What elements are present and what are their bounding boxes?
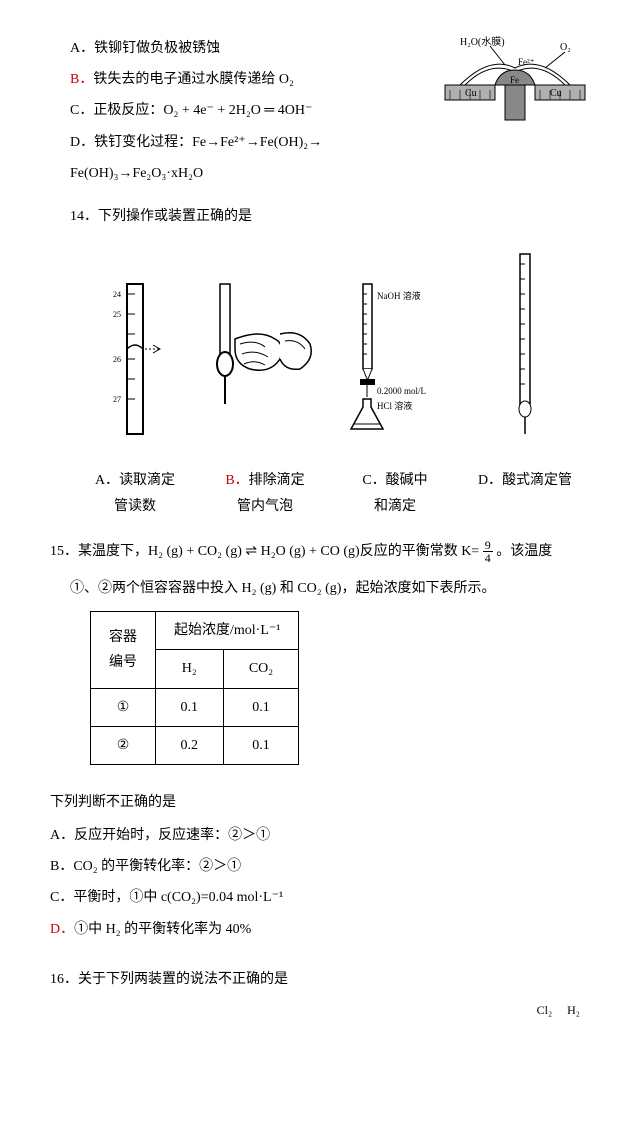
option-text: ①中 H₂ 的平衡转化率为 40%: [74, 922, 251, 937]
table-row: ① 0.1 0.1: [91, 688, 299, 726]
option-text-cont: Fe(OH)₃→Fe₂O₃·xH₂O: [70, 166, 203, 181]
table-header-conc: 起始浓度/mol·L⁻¹: [156, 612, 299, 650]
table-col-co2: CO₂: [223, 650, 299, 688]
diagram-c: NaOH 溶液 0.2000 mol/L HCl 溶液: [330, 279, 460, 448]
question-text: 下列操作或装置正确的是: [98, 209, 252, 224]
fe-label: Fe: [510, 75, 519, 85]
q15-table: 容器 编号 起始浓度/mol·L⁻¹ H₂ CO₂ ① 0.1 0.1 ② 0.…: [90, 611, 299, 765]
q13-option-d-line2: Fe(OH)₃→Fe₂O₃·xH₂O: [50, 161, 590, 186]
q14-stem: 14．下列操作或装置正确的是: [50, 204, 590, 229]
question-number: 15．: [50, 544, 78, 559]
question-text: 关于下列两装置的说法不正确的是: [78, 972, 288, 987]
table-cell: 0.1: [156, 688, 224, 726]
water-label: H₂O(水膜): [460, 36, 505, 48]
q14-diagrams: 24 25 26 27: [50, 249, 590, 448]
frac-denominator: 4: [483, 552, 493, 564]
footer-labels: Cl₂ H₂: [50, 1000, 590, 1022]
option-prefix: D．: [70, 135, 94, 150]
stem-part1: 某温度下，H₂ (g) + CO₂ (g) ⇌ H₂O (g) + CO (g)…: [78, 544, 483, 559]
cu-right-label: Cu: [550, 88, 562, 99]
hcl-conc-label: 0.2000 mol/L: [377, 386, 426, 396]
option-text: 铁失去的电子通过水膜传递给 O₂: [93, 72, 294, 87]
option-prefix: C．: [50, 890, 73, 905]
q15-option-a: A．反应开始时，反应速率：②＞①: [50, 823, 590, 848]
option-text: CO₂ 的平衡转化率：②＞①: [73, 859, 241, 874]
o2-label: O₂: [560, 42, 571, 53]
fe2-label: Fe²⁺: [518, 57, 535, 67]
table-row: ② 0.2 0.1: [91, 726, 299, 764]
table-header-container: 容器 编号: [91, 612, 156, 688]
q14-option-d: D．酸式滴定管: [460, 468, 590, 518]
table-header-text: 编号: [109, 655, 137, 670]
option-prefix: D．: [50, 922, 74, 937]
option-prefix: D．: [478, 473, 502, 488]
option-text: 平衡时，①中 c(CO₂)=0.04 mol·L⁻¹: [73, 890, 283, 905]
subquestion-text: 下列判断不正确的是: [50, 795, 176, 810]
q15-option-c: C．平衡时，①中 c(CO₂)=0.04 mol·L⁻¹: [50, 885, 590, 910]
diagram-b: [200, 279, 330, 448]
table-header-row: 容器 编号 起始浓度/mol·L⁻¹: [91, 612, 299, 650]
stem-part2: 。该温度: [496, 544, 552, 559]
option-prefix: A．: [95, 473, 119, 488]
option-text-cont: 管内气泡: [237, 499, 293, 514]
diagram-a: 24 25 26 27: [70, 279, 200, 448]
option-prefix: C．: [362, 473, 385, 488]
q14-option-b: B．排除滴定 管内气泡: [200, 468, 330, 518]
q15-subquestion: 下列判断不正确的是: [50, 790, 590, 815]
option-prefix: A．: [50, 828, 74, 843]
table-cell: 0.2: [156, 726, 224, 764]
option-text: 铁钉变化过程：Fe→Fe²⁺→Fe(OH)₂→: [94, 135, 322, 150]
corrosion-diagram: H₂O(水膜) O₂ Fe²⁺ Cu Cu Fe: [440, 30, 590, 139]
option-text: 正极反应：O₂ + 4e⁻ + 2H₂O ═ 4OH⁻: [93, 103, 312, 118]
option-text: 铁铆钉做负极被锈蚀: [94, 41, 220, 56]
svg-text:27: 27: [113, 395, 121, 404]
q14-option-c: C．酸碱中 和滴定: [330, 468, 460, 518]
q15-option-d: D．①中 H₂ 的平衡转化率为 40%: [50, 917, 590, 942]
option-text: 酸碱中: [386, 473, 428, 488]
svg-text:25: 25: [113, 310, 121, 319]
option-prefix: B．: [70, 72, 93, 87]
option-text-cont: 管读数: [114, 499, 156, 514]
question-number: 14．: [70, 209, 98, 224]
diagram-d: [460, 249, 590, 448]
option-prefix: A．: [70, 41, 94, 56]
option-text: 酸式滴定管: [502, 473, 572, 488]
option-prefix: C．: [70, 103, 93, 118]
question-number: 16．: [50, 972, 78, 987]
hcl-label: HCl 溶液: [377, 400, 412, 411]
q14-options-row: A．读取滴定 管读数 B．排除滴定 管内气泡 C．酸碱中 和滴定 D．酸式滴定管: [50, 468, 590, 518]
svg-text:26: 26: [113, 355, 121, 364]
equilibrium-constant-fraction: 9 4: [483, 539, 493, 564]
option-text: 反应开始时，反应速率：②＞①: [74, 828, 270, 843]
cu-left-label: Cu: [465, 88, 477, 99]
q15-stem-line2: ①、②两个恒容容器中投入 H₂ (g) 和 CO₂ (g)，起始浓度如下表所示。: [50, 576, 590, 601]
table-cell: ②: [91, 726, 156, 764]
h2-label: H₂: [567, 1003, 580, 1017]
table-col-h2: H₂: [156, 650, 224, 688]
option-prefix: B．: [50, 859, 73, 874]
table-header-text: 容器: [109, 630, 137, 645]
q14-option-a: A．读取滴定 管读数: [70, 468, 200, 518]
table-cell: 0.1: [223, 726, 299, 764]
q16-stem: 16．关于下列两装置的说法不正确的是: [50, 967, 590, 992]
naoh-label: NaOH 溶液: [377, 290, 421, 301]
option-text: 排除滴定: [249, 473, 305, 488]
table-cell: ①: [91, 688, 156, 726]
q15-option-b: B．CO₂ 的平衡转化率：②＞①: [50, 854, 590, 879]
table-cell: 0.1: [223, 688, 299, 726]
q15-stem-line1: 15．某温度下，H₂ (g) + CO₂ (g) ⇌ H₂O (g) + CO …: [50, 539, 590, 564]
svg-text:24: 24: [113, 290, 121, 299]
option-text-cont: 和滴定: [374, 499, 416, 514]
option-prefix: B．: [225, 473, 248, 488]
stem-part3: ①、②两个恒容容器中投入 H₂ (g) 和 CO₂ (g)，起始浓度如下表所示。: [70, 581, 495, 596]
option-text: 读取滴定: [119, 473, 175, 488]
cl2-label: Cl₂: [537, 1003, 553, 1017]
